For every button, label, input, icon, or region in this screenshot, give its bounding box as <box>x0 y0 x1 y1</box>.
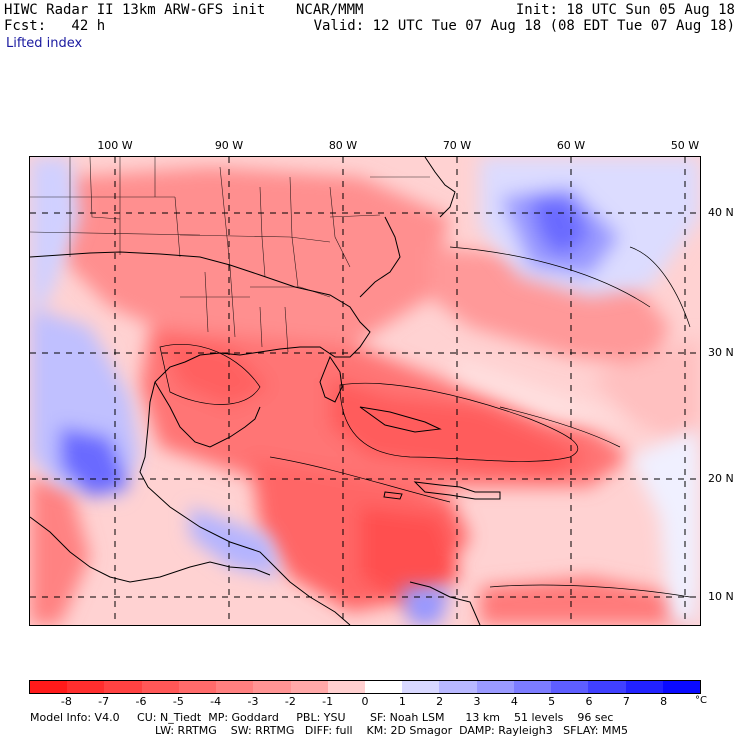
init-time: Init: 18 UTC Sun 05 Aug 18 <box>515 2 735 18</box>
colorbar-segment <box>67 681 105 693</box>
valid-time: Valid: 12 UTC Tue 07 Aug 18 (08 EDT Tue … <box>313 18 735 34</box>
colorbar-tick-label: 4 <box>510 695 518 708</box>
colorbar-tick-label: -7 <box>98 695 110 708</box>
lifted-index-map <box>29 156 701 626</box>
lon-label-60w: 60 W <box>556 139 586 152</box>
graticule <box>30 157 700 625</box>
lifted-index-shading <box>30 167 700 625</box>
colorbar-segment <box>402 681 440 693</box>
colorbar-tick-label: 6 <box>585 695 593 708</box>
colorbar-tick-label: -5 <box>172 695 184 708</box>
colorbar-segment <box>30 681 68 693</box>
colorbar-tick-label: 3 <box>473 695 481 708</box>
lon-label-50w: 50 W <box>670 139 700 152</box>
lon-label-90w: 90 W <box>214 139 244 152</box>
state-borders <box>30 157 430 353</box>
colorbar-segment <box>476 681 514 693</box>
organization-label: NCAR/MMM <box>296 2 364 18</box>
colorbar-segment <box>625 681 663 693</box>
colorbar-tick-label: 5 <box>548 695 556 708</box>
lon-label-70w: 70 W <box>442 139 472 152</box>
lat-label-20n: 20 N <box>708 472 734 485</box>
forecast-hour: Fcst: 42 h <box>4 18 106 34</box>
colorbar-tick-label: -2 <box>284 695 296 708</box>
colorbar-tick-label: -4 <box>210 695 222 708</box>
colorbar-tick-label: 1 <box>398 695 406 708</box>
colorbar-segment <box>551 681 589 693</box>
lat-label-40n: 40 N <box>708 206 734 219</box>
colorbar-tick-label: 0 <box>361 695 369 708</box>
lon-label-100w: 100 W <box>97 139 133 152</box>
colorbar <box>29 680 701 694</box>
colorbar-tick-label: -1 <box>322 695 334 708</box>
colorbar-segment <box>290 681 328 693</box>
colorbar-tick-label: -6 <box>135 695 147 708</box>
colorbar-segment <box>327 681 365 693</box>
colorbar-tick-label: -8 <box>60 695 72 708</box>
field-name: Lifted index <box>6 36 83 51</box>
colorbar-segment <box>439 681 477 693</box>
colorbar-segment <box>104 681 142 693</box>
colorbar-segment <box>588 681 626 693</box>
colorbar-segment <box>662 681 700 693</box>
colorbar-segment <box>364 681 403 693</box>
colorbar-unit: °C <box>695 695 707 706</box>
colorbar-tick-label: 2 <box>436 695 444 708</box>
lat-label-30n: 30 N <box>708 346 734 359</box>
stable-shading <box>30 157 700 625</box>
lat-label-10n: 10 N <box>708 590 734 603</box>
colorbar-tick-label: 7 <box>622 695 630 708</box>
colorbar-segment <box>253 681 291 693</box>
model-info-line-2: LW: RRTMG SW: RRTMG DIFF: full KM: 2D Sm… <box>155 724 628 737</box>
model-info-line-1: Model Info: V4.0 CU: N_Tiedt MP: Goddard… <box>30 711 614 724</box>
map-title: HIWC Radar II 13km ARW-GFS init <box>4 2 266 18</box>
colorbar-segment <box>513 681 552 693</box>
li-contours <box>159 246 691 598</box>
lon-label-80w: 80 W <box>328 139 358 152</box>
colorbar-tick-label: 8 <box>660 695 668 708</box>
colorbar-segment <box>178 681 217 693</box>
colorbar-tick-label: -3 <box>247 695 259 708</box>
colorbar-segment <box>216 681 254 693</box>
colorbar-segment <box>141 681 179 693</box>
